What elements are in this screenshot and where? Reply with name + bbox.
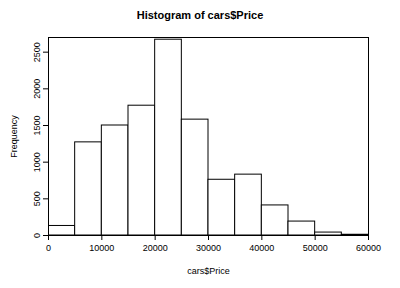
- html-text:Histogram of cars$Price: Histogram of cars$Price: [136, 9, 264, 21]
- svg-text:60000: 60000: [356, 243, 381, 253]
- svg-text:2000: 2000: [32, 79, 42, 99]
- svg-text:20000: 20000: [143, 243, 168, 253]
- svg-text:0: 0: [46, 243, 51, 253]
- svg-text:50000: 50000: [303, 243, 328, 253]
- svg-text:500: 500: [32, 191, 42, 206]
- svg-text:Frequency: Frequency: [9, 115, 19, 158]
- svg-text:0: 0: [32, 233, 42, 238]
- svg-text:2500: 2500: [32, 42, 42, 62]
- svg-text:cars$Price: cars$Price: [187, 266, 230, 276]
- svg-text:1500: 1500: [32, 115, 42, 135]
- svg-text:10000: 10000: [89, 243, 114, 253]
- svg-text:30000: 30000: [196, 243, 221, 253]
- svg-text:1000: 1000: [32, 152, 42, 172]
- svg-text:40000: 40000: [249, 243, 274, 253]
